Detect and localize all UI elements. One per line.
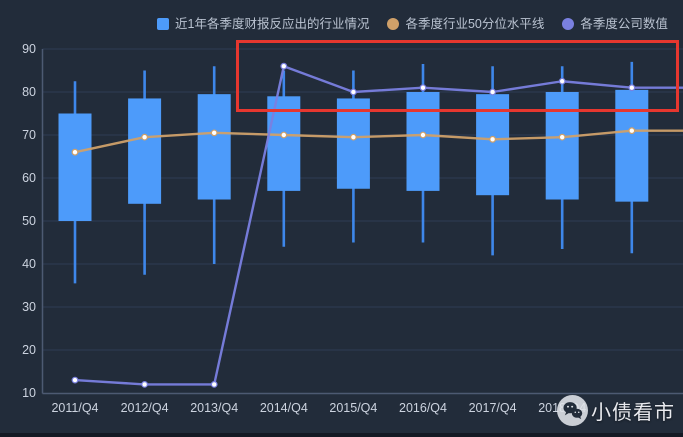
legend-item-industry-box[interactable]: 近1年各季度财报反应出的行业情况 [157, 17, 369, 31]
svg-text:40: 40 [22, 257, 36, 271]
svg-text:2015/Q4: 2015/Q4 [329, 401, 377, 415]
svg-text:30: 30 [22, 300, 36, 314]
data-point [350, 133, 357, 141]
box [406, 92, 440, 191]
wechat-icon [557, 395, 588, 426]
median-line-series[interactable] [71, 127, 683, 156]
data-point [628, 127, 636, 135]
watermark-text: 小债看市 [591, 402, 675, 424]
svg-text:90: 90 [22, 42, 36, 56]
data-point [210, 129, 218, 137]
y-axis-labels: 10 20 30 40 50 60 70 80 90 [22, 42, 36, 400]
tan-circle-icon [387, 18, 400, 30]
svg-text:2017/Q4: 2017/Q4 [469, 401, 517, 415]
data-point [558, 77, 566, 85]
blue-square-icon [157, 18, 169, 30]
box [128, 98, 162, 204]
box [545, 92, 579, 200]
box [476, 94, 510, 196]
svg-text:2011/Q4: 2011/Q4 [51, 401, 98, 415]
data-point [141, 133, 149, 141]
data-point [628, 84, 636, 92]
box [58, 113, 92, 221]
data-point [419, 131, 427, 139]
legend-item-label: 各季度行业50分位水平线 [405, 17, 545, 31]
svg-text:2012/Q4: 2012/Q4 [121, 401, 169, 415]
bottom-strip [0, 433, 683, 437]
box [615, 89, 649, 202]
svg-text:2014/Q4: 2014/Q4 [260, 401, 308, 415]
legend-item-label: 近1年各季度财报反应出的行业情况 [175, 17, 370, 31]
company-line-series[interactable] [71, 62, 683, 388]
candlestick-series[interactable] [58, 61, 649, 284]
box [197, 94, 231, 200]
legend-item-company-line[interactable]: 各季度公司数值 [562, 17, 668, 31]
axis-lines [41, 49, 683, 395]
data-point [71, 376, 79, 384]
svg-text:80: 80 [22, 85, 36, 99]
box [267, 96, 301, 191]
data-point [210, 381, 218, 388]
data-point [489, 135, 497, 143]
svg-text:60: 60 [22, 171, 36, 185]
data-point [280, 131, 288, 139]
data-point [350, 88, 357, 96]
legend-item-percentile-line[interactable]: 各季度行业50分位水平线 [387, 17, 544, 31]
svg-text:70: 70 [22, 128, 36, 142]
data-point [280, 62, 288, 70]
data-point [489, 88, 497, 96]
purple-circle-icon [562, 18, 575, 30]
svg-text:20: 20 [22, 343, 36, 357]
data-point [71, 148, 79, 156]
chart-legend: 近1年各季度财报反应出的行业情况 各季度行业50分位水平线 各季度公司数值 [157, 17, 668, 31]
legend-item-label: 各季度公司数值 [580, 17, 668, 31]
box [336, 98, 370, 189]
svg-text:10: 10 [22, 386, 36, 400]
watermark: 小债看市 [557, 395, 675, 426]
svg-text:2016/Q4: 2016/Q4 [399, 401, 447, 415]
data-point [141, 381, 149, 388]
svg-text:50: 50 [22, 214, 36, 228]
data-point [558, 133, 566, 141]
data-point [419, 84, 427, 92]
x-axis-labels: 2011/Q4 2012/Q4 2013/Q4 2014/Q4 2015/Q4 2016/… [51, 401, 586, 415]
svg-text:2013/Q4: 2013/Q4 [190, 401, 238, 415]
